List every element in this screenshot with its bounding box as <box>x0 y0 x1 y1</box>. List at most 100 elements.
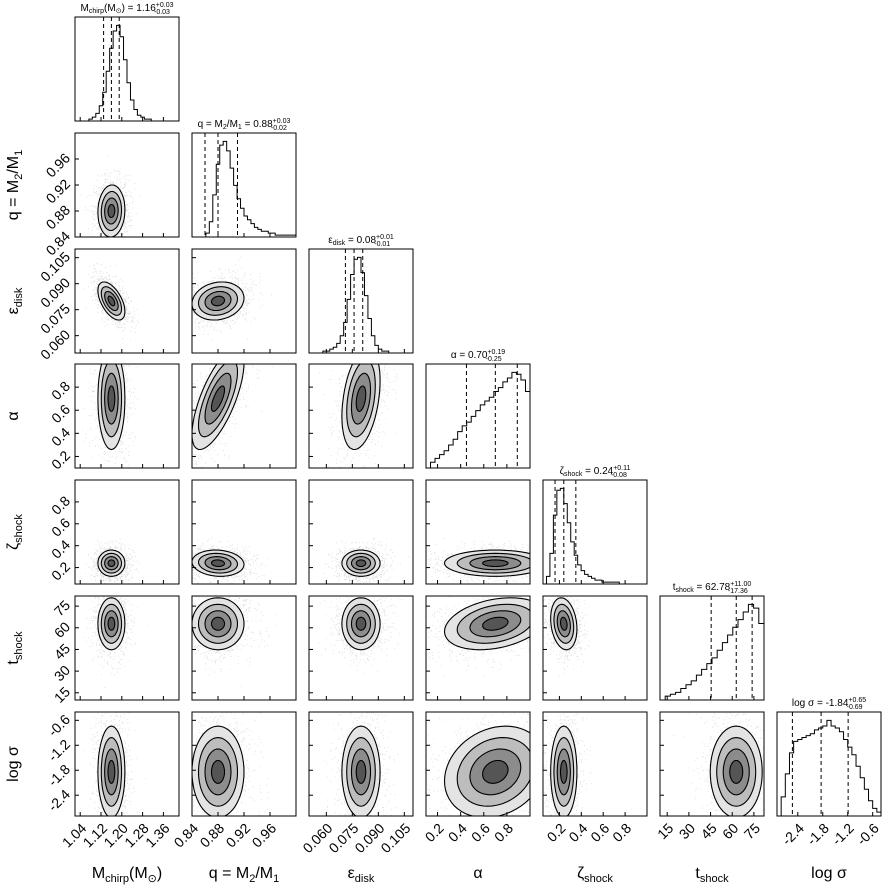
panel-frame <box>425 595 531 701</box>
title-value: = 0.88 <box>242 119 273 130</box>
label-main: q = M <box>209 865 249 882</box>
label-close: ) <box>157 865 162 882</box>
y-axis-label-logsigma: log σ <box>5 746 22 782</box>
label-main: t <box>695 865 700 882</box>
param-title-tshock: tshock = 62.78+11.00 -17.36 <box>673 581 752 595</box>
panel-frame <box>542 595 648 701</box>
title-value: = 0.24 <box>582 466 613 477</box>
title-main: ζ <box>560 466 565 477</box>
label-sub2: 1 <box>13 150 25 156</box>
label-main: ε <box>348 865 355 882</box>
label-after: /M <box>5 156 22 174</box>
panel-frame <box>659 595 765 701</box>
scatter-points <box>673 712 764 816</box>
histogram-alpha <box>426 371 530 468</box>
title-lower: -0.08 <box>611 472 627 479</box>
x-axis-label-edisk: εdisk <box>348 865 375 885</box>
title-after: /M <box>227 119 238 130</box>
title-value: = -1.84 <box>814 698 849 709</box>
scatter-panel-zshock-alpha <box>426 537 530 584</box>
y-axis-label-tshock: tshock <box>5 631 25 665</box>
title-main: log σ <box>792 698 815 709</box>
title-upper: +0.65 <box>848 697 866 704</box>
x-axis-label-zshock: ζshock <box>577 865 613 885</box>
density-contour <box>482 759 509 784</box>
scatter-panel-logsigma-alpha <box>426 712 530 816</box>
title-main: M <box>81 3 89 14</box>
y-axis-label-q: q = M2/M1 <box>5 150 25 221</box>
density-contour <box>482 616 509 631</box>
histogram-edisk <box>309 256 413 353</box>
label-main: t <box>5 660 22 665</box>
title-main: q = M <box>198 119 223 130</box>
hist-panel-alpha <box>426 364 530 468</box>
title-sub: shock <box>675 587 694 594</box>
panel-frame <box>74 711 180 817</box>
label-sub: 2 <box>13 174 25 180</box>
panel-frame <box>308 363 414 469</box>
title-main: t <box>673 582 676 593</box>
y-axis-label-zshock: ζshock <box>5 514 25 550</box>
scatter-panel-tshock-alpha <box>426 596 530 678</box>
title-upper: +0.03 <box>273 118 291 125</box>
label-sub: shock <box>13 514 25 543</box>
label-sub2: ⊙ <box>148 873 157 885</box>
title-lower: -0.69 <box>847 704 863 711</box>
param-title-mchirp: Mchirp(M⊙) = 1.16+0.03 -0.03 <box>81 2 174 16</box>
hist-panel-mchirp <box>75 17 179 121</box>
title-lower: -0.25 <box>486 356 502 363</box>
title-main: α <box>451 350 457 361</box>
density-contour <box>559 616 568 631</box>
x-axis-label-mchirp: Mchirp(M⊙) <box>92 865 162 885</box>
title-main: ε <box>328 235 333 246</box>
scatter-panel-tshock-edisk <box>319 596 402 675</box>
y-axis-label-alpha: α <box>5 411 22 420</box>
label-after: (M <box>129 865 148 882</box>
scatter-panel-logsigma-zshock <box>543 712 592 816</box>
hist-panel-tshock <box>660 596 764 700</box>
scatter-panel-logsigma-mchirp <box>83 712 147 816</box>
density-contour <box>107 203 116 219</box>
density-contour <box>210 616 226 631</box>
param-title-q: q = M2/M1 = 0.88+0.03 -0.02 <box>198 118 291 132</box>
title-lower: -17.36 <box>728 588 748 595</box>
x-axis-label-alpha: α <box>473 865 482 882</box>
panel-frame <box>308 479 414 585</box>
histogram-logsigma <box>777 719 881 816</box>
scatter-panel-alpha-mchirp <box>81 364 139 467</box>
label-main: ε <box>5 307 22 314</box>
label-sub: chirp <box>105 873 129 885</box>
label-after: /M <box>255 865 273 882</box>
panel-frame <box>74 363 180 469</box>
x-axis-label-logsigma: log σ <box>811 865 847 882</box>
panel-frame <box>425 479 531 585</box>
title-upper: +0.01 <box>376 234 394 241</box>
panel-frame <box>308 248 414 354</box>
title-upper: +0.03 <box>156 2 174 9</box>
title-sub: 2 <box>223 124 227 131</box>
title-upper: +0.11 <box>613 465 630 472</box>
label-sub: shock <box>584 873 613 885</box>
param-title-alpha: α = 0.70+0.19 -0.25 <box>451 349 505 363</box>
scatter-panel-edisk-mchirp <box>83 263 139 344</box>
label-sub: disk <box>13 287 25 307</box>
density-contour <box>107 616 116 631</box>
param-title-zshock: ζshock = 0.24+0.11 -0.08 <box>560 465 631 479</box>
density-contour <box>107 295 116 307</box>
title-after: (M <box>104 3 116 14</box>
scatter-panel-logsigma-tshock <box>673 712 764 816</box>
hist-panel-edisk <box>309 249 413 353</box>
label-sub2: 1 <box>273 873 279 885</box>
scatter-panel-q-mchirp <box>80 156 140 237</box>
panel-frame <box>308 711 414 817</box>
label-sub: shock <box>700 873 729 885</box>
title-value: = 62.78 <box>694 582 731 593</box>
scatter-panel-zshock-q <box>192 537 269 584</box>
panel-frame <box>659 711 765 817</box>
panel-frame <box>425 711 531 817</box>
histogram-zshock <box>543 487 647 584</box>
density-contour <box>355 559 367 568</box>
label-main: q = M <box>5 180 22 220</box>
y-axis-label-edisk: εdisk <box>5 287 25 314</box>
scatter-panel-logsigma-edisk <box>324 712 399 816</box>
